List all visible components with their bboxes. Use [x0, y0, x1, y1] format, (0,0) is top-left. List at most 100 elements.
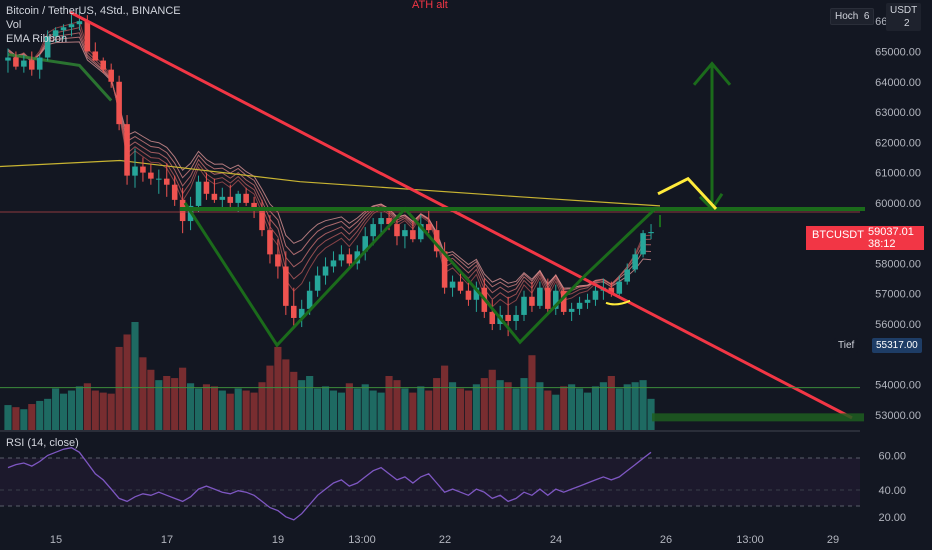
volume-bar [488, 369, 496, 430]
volume-bar [250, 392, 258, 430]
volume-bar [179, 367, 187, 430]
candle-body [171, 184, 178, 200]
target-arrow-head-up [692, 61, 732, 86]
candle-body [68, 24, 75, 28]
candle-body [425, 224, 432, 231]
candle-body [370, 224, 376, 237]
support-zone [652, 413, 864, 422]
tief-value: 55317.00 [872, 338, 922, 353]
candle-body [640, 233, 646, 255]
time-axis-label: 13:00 [348, 534, 376, 546]
candle-body [251, 202, 257, 209]
hoch-value-2: 2 [904, 18, 910, 29]
volume-bar [226, 393, 234, 430]
volume-bar [44, 398, 52, 430]
descending-trendline [69, 10, 853, 420]
candle-body [290, 305, 297, 318]
time-axis-label: 26 [660, 534, 672, 546]
volume-bar [210, 386, 218, 430]
candle-body [259, 208, 265, 231]
candle-body [275, 254, 281, 267]
candle-body [505, 314, 511, 321]
volume-bar [544, 390, 552, 430]
projection-zigzag [657, 176, 718, 210]
indicator-ema-label[interactable]: EMA Ribbon [6, 33, 68, 45]
candle-body [418, 224, 424, 240]
volume-bar [194, 388, 203, 430]
volume-bar [337, 392, 345, 430]
candle-body [465, 290, 472, 300]
candle-body [632, 254, 638, 270]
candle-body [163, 178, 170, 185]
candle-body [592, 290, 599, 300]
candle-body [211, 193, 218, 200]
volume-bar [266, 365, 274, 430]
volume-bar [409, 392, 417, 430]
candle-body [441, 251, 448, 288]
volume-bar [599, 382, 607, 430]
annotations [0, 10, 865, 422]
candle-body [513, 314, 519, 321]
currency-badge[interactable]: USDT 2 [886, 3, 922, 31]
rsi-series [7, 447, 652, 521]
candle-body [410, 230, 416, 240]
hoch-label: Hoch [835, 11, 859, 22]
current-price-value: 59037.01 [868, 226, 914, 238]
ema200-line [0, 159, 661, 207]
volume-bar [298, 380, 306, 430]
volume-bar [385, 376, 393, 430]
volume-bar [568, 384, 576, 430]
candle-body [235, 193, 241, 203]
candle-body [219, 196, 226, 200]
candle-body [92, 51, 99, 61]
candle-body [608, 287, 615, 294]
candle-body [433, 230, 440, 252]
volume-bar [345, 383, 353, 430]
hoch-badge: Hoch 6 [830, 8, 875, 25]
volume-bar [536, 382, 544, 430]
candle-body [132, 166, 138, 176]
price-axis-tick: 62000.00 [875, 137, 921, 149]
candle-body [322, 266, 329, 276]
candle-body [552, 290, 559, 309]
time-axis-label: 15 [50, 534, 62, 546]
price-axis-tick: 57000.00 [875, 289, 921, 301]
rsi-band [0, 458, 860, 506]
candle-body [140, 166, 146, 173]
candle-body [576, 302, 583, 309]
rsi-title[interactable]: RSI (14, close) [6, 437, 79, 449]
candle-body [584, 299, 591, 303]
candle-body [52, 30, 59, 37]
volume-bar [393, 380, 401, 430]
candle-body [330, 260, 337, 267]
volume-bar [639, 380, 647, 430]
volume-bar [512, 388, 520, 430]
price-axis-tick: 61000.00 [875, 168, 921, 180]
current-price-badge: BTCUSDT 59037.01 38:12 [806, 226, 924, 250]
volume-bar [401, 388, 409, 430]
candle-body [616, 281, 623, 294]
volume-bar [433, 378, 441, 430]
volume-bar [4, 405, 12, 430]
volume-bar [20, 409, 28, 430]
volume-bar [12, 407, 20, 430]
volume-bar [329, 390, 338, 430]
price-axis-tick: 63000.00 [875, 107, 921, 119]
volume-bar [314, 388, 322, 430]
candle-body [394, 224, 400, 237]
volume-bar [441, 365, 449, 430]
candle-body [457, 281, 464, 291]
volume-bar [353, 388, 361, 430]
candle-body [298, 308, 305, 318]
indicator-vol-label[interactable]: Vol [6, 19, 22, 31]
volume-bar [75, 386, 83, 430]
candle-body [5, 57, 11, 61]
candle-body [243, 193, 249, 203]
candle-body [84, 21, 91, 52]
candle-body [537, 287, 543, 306]
volume-bar [496, 380, 504, 430]
symbol-title[interactable]: Bitcoin / TetherUS, 4Std., BINANCE [6, 5, 181, 17]
time-axis-label: 24 [550, 534, 562, 546]
volume-bar [83, 383, 91, 430]
